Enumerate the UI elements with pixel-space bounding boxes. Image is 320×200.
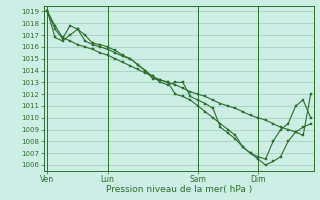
X-axis label: Pression niveau de la mer( hPa ): Pression niveau de la mer( hPa ): [106, 185, 252, 194]
